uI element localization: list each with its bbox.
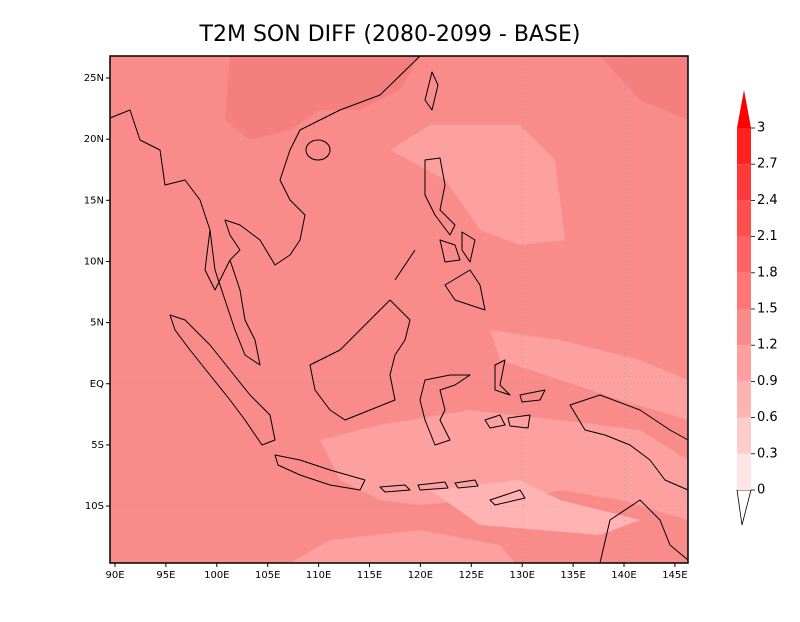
colorbar-label: 3 [757,121,765,136]
x-tick-label: 105E [255,570,280,581]
y-tick-label: 10S [85,501,104,512]
x-tick-label: 100E [204,570,229,581]
y-tick-label: 5S [91,440,104,451]
x-tick-label: 95E [156,570,175,581]
x-tick-label: 145E [662,570,687,581]
y-tick-label: 15N [84,195,104,206]
colorbar-arrow [737,90,751,128]
colorbar-label: 2.4 [757,193,778,208]
y-tick-label: 5N [90,318,104,329]
y-tick-label: 10N [84,256,104,267]
x-tick-label: 125E [459,570,484,581]
colorbar-tail [736,489,752,526]
colorbar-segment [737,345,751,382]
grid [110,56,688,563]
colorbar-label: 0.6 [757,410,778,425]
colorbar-label: 1.2 [757,338,778,353]
colorbar-segment [737,417,751,454]
x-tick-label: 140E [611,570,636,581]
x-tick-label: 120E [408,570,433,581]
x-tick-label: 115E [357,570,382,581]
colorbar-label: 1.5 [757,302,778,317]
y-tick-label: 20N [84,134,104,145]
x-tick-label: 110E [306,570,331,581]
colorbar-label: 0.3 [757,446,778,461]
colorbar-segment [737,272,751,309]
y-tick-label: 25N [84,73,104,84]
colorbar-segment [737,381,751,418]
colorbar-label: 1.8 [757,265,778,280]
x-tick-label: 130E [509,570,534,581]
coastlines [109,55,689,564]
map-field [110,56,688,563]
colorbar-segment [737,309,751,346]
colorbar-segment [737,164,751,201]
colorbar-segment [737,236,751,273]
colorbar-label: 2.1 [757,229,778,244]
title: T2M SON DIFF (2080-2099 - BASE) [199,22,581,47]
colorbar-label: 0.9 [757,374,778,389]
x-tick-label: 90E [105,570,124,581]
colorbar-segment [737,128,751,165]
colorbar-segment [737,200,751,237]
x-tick-label: 135E [560,570,585,581]
colorbar-label: 0 [757,483,765,498]
colorbar-label: 2.7 [757,157,778,172]
y-tick-label: EQ [90,379,104,390]
map-frame [109,55,689,564]
colorbar-segment [737,453,751,490]
